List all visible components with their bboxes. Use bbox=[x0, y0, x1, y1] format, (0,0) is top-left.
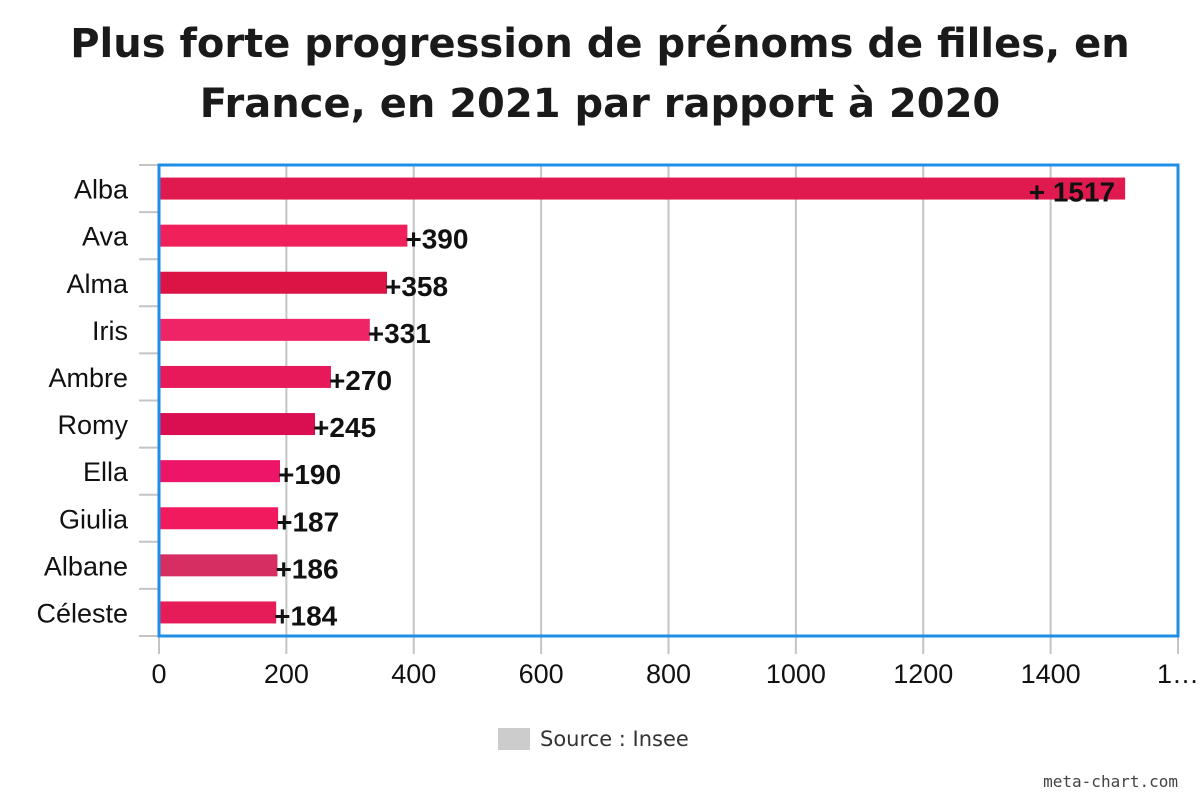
x-tick-label: 1200 bbox=[893, 659, 953, 689]
bar[interactable] bbox=[159, 601, 277, 624]
bar[interactable] bbox=[159, 554, 278, 577]
x-tick-label: 0 bbox=[151, 659, 166, 689]
x-tick-label: 200 bbox=[264, 659, 309, 689]
data-label: +270 bbox=[329, 365, 392, 396]
data-label: +358 bbox=[385, 271, 448, 302]
category-label: Giulia bbox=[59, 504, 129, 534]
bar[interactable] bbox=[159, 224, 408, 247]
data-label: +245 bbox=[313, 412, 376, 443]
bar[interactable] bbox=[159, 318, 370, 341]
x-tick-label: 800 bbox=[646, 659, 691, 689]
bar[interactable] bbox=[159, 413, 316, 436]
category-label: Romy bbox=[57, 410, 128, 440]
bar[interactable] bbox=[159, 460, 281, 483]
data-label: +186 bbox=[275, 553, 338, 584]
data-label: +331 bbox=[368, 318, 431, 349]
x-tick-label: 600 bbox=[519, 659, 564, 689]
bar[interactable] bbox=[159, 507, 279, 530]
x-tick-label: 1… bbox=[1157, 659, 1199, 689]
bar[interactable] bbox=[159, 271, 388, 294]
chart-title: Plus forte progression de prénoms de fil… bbox=[0, 14, 1200, 134]
bar[interactable] bbox=[159, 177, 1126, 200]
chart-title-line-2: France, en 2021 par rapport à 2020 bbox=[199, 81, 1001, 127]
x-tick-label: 1000 bbox=[766, 659, 826, 689]
category-label: Albane bbox=[44, 551, 128, 581]
data-label: +184 bbox=[274, 600, 337, 631]
watermark: meta-chart.com bbox=[1043, 772, 1178, 791]
x-tick-label: 400 bbox=[391, 659, 436, 689]
legend-label: Source : Insee bbox=[540, 727, 689, 751]
category-label: Iris bbox=[92, 316, 128, 346]
legend-swatch bbox=[498, 728, 530, 750]
data-label: +190 bbox=[278, 459, 341, 490]
data-label: + 1517 bbox=[1029, 177, 1115, 208]
data-label: +187 bbox=[276, 506, 339, 537]
category-label: Céleste bbox=[36, 598, 128, 628]
x-tick-label: 1400 bbox=[1021, 659, 1081, 689]
chart-title-line-1: Plus forte progression de prénoms de fil… bbox=[70, 21, 1130, 67]
data-label: +390 bbox=[405, 224, 468, 255]
category-label: Ambre bbox=[48, 363, 128, 393]
category-label: Alba bbox=[74, 175, 129, 205]
category-label: Ella bbox=[83, 457, 129, 487]
legend[interactable]: Source : Insee bbox=[498, 726, 689, 752]
plot-area-selection[interactable] bbox=[157, 163, 1180, 638]
category-label: Ava bbox=[82, 222, 129, 252]
bar[interactable] bbox=[159, 365, 331, 388]
category-label: Alma bbox=[66, 269, 128, 299]
